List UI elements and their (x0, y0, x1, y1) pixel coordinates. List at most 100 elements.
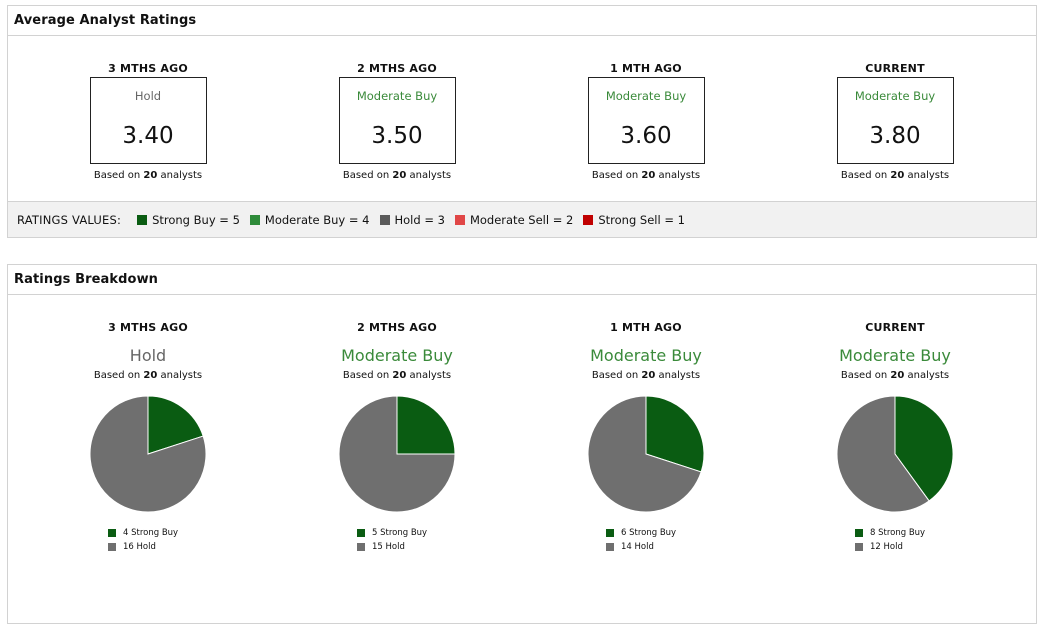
rating-box: Moderate Buy 3.50 (338, 77, 456, 164)
strong-buy-swatch (108, 529, 116, 537)
based-on-suffix: analysts (907, 170, 950, 181)
breakdown-column-3-months: 3 MTHS AGO Hold Based on 20 analysts 4 S… (48, 321, 248, 554)
pie-legend-hold: 16 Hold (108, 540, 188, 554)
legend-label: Strong Buy = 5 (152, 212, 240, 227)
pie-slice-strong-buy (894, 395, 954, 502)
avg-column-current: CURRENT Moderate Buy 3.80 Based on 20 an… (805, 62, 985, 181)
legend-label: Hold = 3 (394, 212, 445, 227)
pie-chart (338, 395, 456, 513)
based-on-suffix: analysts (409, 370, 452, 381)
column-heading: 3 MTHS AGO (108, 321, 188, 334)
based-on-prefix: Based on (342, 170, 390, 181)
strong-buy-swatch (137, 214, 148, 225)
pie-legend-label: 12 Hold (870, 542, 903, 552)
pie-legend-strong-buy: 8 Strong Buy (855, 526, 935, 540)
pie-slice-hold (836, 395, 930, 513)
based-on-text: Based on 20 analysts (48, 370, 248, 381)
pie-slice-strong-buy (645, 395, 705, 473)
ratings-breakdown-title: Ratings Breakdown (8, 265, 1036, 295)
rating-box: Moderate Buy 3.80 (836, 77, 954, 164)
pie-legend: 4 Strong Buy 16 Hold (108, 526, 188, 554)
hold-swatch (855, 543, 863, 551)
rating-value: 3.80 (869, 123, 921, 149)
breakdown-rating: Moderate Buy (590, 346, 702, 365)
based-on-prefix: Based on (93, 370, 141, 381)
average-ratings-panel: Average Analyst Ratings 3 MTHS AGO Hold … (7, 5, 1037, 238)
ratings-values-title: RATINGS VALUES: (17, 212, 122, 227)
pie-legend-strong-buy: 5 Strong Buy (357, 526, 437, 540)
pie-legend: 8 Strong Buy 12 Hold (855, 526, 935, 554)
strong-buy-swatch (855, 529, 863, 537)
based-on-suffix: analysts (409, 170, 452, 181)
legend-label: Moderate Sell = 2 (469, 212, 574, 227)
based-on-text: Based on 20 analysts (307, 170, 487, 181)
based-on-suffix: analysts (658, 170, 701, 181)
ratings-breakdown-panel: Ratings Breakdown 3 MTHS AGO Hold Based … (7, 264, 1037, 624)
moderate-sell-swatch (454, 214, 465, 225)
based-on-prefix: Based on (591, 170, 639, 181)
analyst-count: 20 (641, 170, 656, 181)
based-on-suffix: analysts (160, 170, 203, 181)
column-heading: CURRENT (865, 321, 925, 334)
rating-label: Moderate Buy (356, 89, 438, 103)
based-on-text: Based on 20 analysts (546, 370, 746, 381)
pie-legend-hold: 15 Hold (357, 540, 437, 554)
pie-legend: 5 Strong Buy 15 Hold (357, 526, 437, 554)
legend-hold: Hold = 3 (379, 212, 445, 227)
breakdown-column-2-months: 2 MTHS AGO Moderate Buy Based on 20 anal… (297, 321, 497, 554)
column-heading: 3 MTHS AGO (108, 62, 188, 75)
column-heading: CURRENT (865, 62, 925, 75)
breakdown-rating: Moderate Buy (341, 346, 453, 365)
analyst-count: 20 (890, 370, 905, 381)
legend-strong-buy: Strong Buy = 5 (137, 213, 240, 227)
column-heading: 1 MTH AGO (610, 62, 682, 75)
based-on-suffix: analysts (907, 370, 950, 381)
rating-box: Hold 3.40 (89, 77, 207, 164)
average-ratings-title: Average Analyst Ratings (8, 6, 1036, 36)
pie-chart (89, 395, 207, 513)
analyst-count: 20 (392, 170, 407, 181)
legend-label: Strong Sell = 1 (598, 212, 685, 227)
based-on-suffix: analysts (160, 370, 203, 381)
column-heading: 1 MTH AGO (610, 321, 682, 334)
avg-column-3-months: 3 MTHS AGO Hold 3.40 Based on 20 analyst… (58, 62, 238, 181)
analyst-count: 20 (143, 370, 158, 381)
based-on-text: Based on 20 analysts (297, 370, 497, 381)
based-on-prefix: Based on (840, 170, 888, 181)
legend-strong-sell: Strong Sell = 1 (583, 213, 685, 227)
rating-value: 3.40 (122, 123, 174, 149)
pie-chart (836, 395, 954, 513)
pie-slice-strong-buy (396, 395, 456, 455)
based-on-suffix: analysts (658, 370, 701, 381)
pie-legend-label: 5 Strong Buy (372, 528, 428, 538)
hold-swatch (606, 543, 614, 551)
pie-legend-label: 8 Strong Buy (870, 528, 926, 538)
analyst-count: 20 (641, 370, 656, 381)
hold-swatch (379, 214, 390, 225)
pie-slice-hold (89, 395, 207, 513)
strong-buy-swatch (606, 529, 614, 537)
pie-legend-strong-buy: 4 Strong Buy (108, 526, 188, 540)
analyst-count: 20 (890, 170, 905, 181)
pie-legend-label: 14 Hold (621, 542, 654, 552)
based-on-text: Based on 20 analysts (795, 370, 995, 381)
breakdown-column-current: CURRENT Moderate Buy Based on 20 analyst… (795, 321, 995, 554)
analyst-count: 20 (143, 170, 158, 181)
pie-legend-label: 15 Hold (372, 542, 405, 552)
column-heading: 2 MTHS AGO (357, 62, 437, 75)
based-on-prefix: Based on (840, 370, 888, 381)
pie-legend-label: 4 Strong Buy (123, 528, 179, 538)
based-on-prefix: Based on (93, 170, 141, 181)
rating-box: Moderate Buy 3.60 (587, 77, 705, 164)
pie-legend-strong-buy: 6 Strong Buy (606, 526, 686, 540)
pie-slice-hold (587, 395, 702, 513)
legend-label: Moderate Buy = 4 (264, 212, 370, 227)
based-on-text: Based on 20 analysts (556, 170, 736, 181)
hold-swatch (108, 543, 116, 551)
pie-legend: 6 Strong Buy 14 Hold (606, 526, 686, 554)
based-on-prefix: Based on (591, 370, 639, 381)
based-on-text: Based on 20 analysts (805, 170, 985, 181)
avg-column-1-month: 1 MTH AGO Moderate Buy 3.60 Based on 20 … (556, 62, 736, 181)
pie-slice-hold (338, 395, 456, 513)
legend-moderate-buy: Moderate Buy = 4 (249, 212, 370, 227)
